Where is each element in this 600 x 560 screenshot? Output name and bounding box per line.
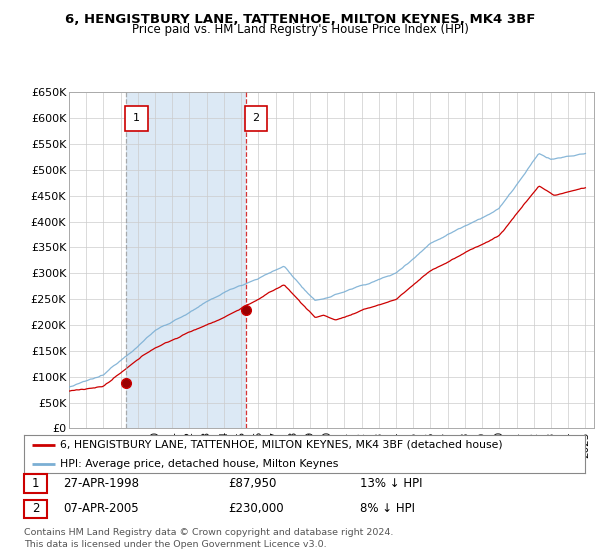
FancyBboxPatch shape [125,106,148,131]
Text: 2: 2 [32,502,39,515]
Text: £230,000: £230,000 [228,502,284,515]
Bar [126,92,246,428]
Text: 13% ↓ HPI: 13% ↓ HPI [360,477,422,490]
Text: 27-APR-1998: 27-APR-1998 [63,477,139,490]
Text: 6, HENGISTBURY LANE, TATTENHOE, MILTON KEYNES, MK4 3BF: 6, HENGISTBURY LANE, TATTENHOE, MILTON K… [65,13,535,26]
Text: Contains HM Land Registry data © Crown copyright and database right 2024.
This d: Contains HM Land Registry data © Crown c… [24,528,394,549]
Text: 6, HENGISTBURY LANE, TATTENHOE, MILTON KEYNES, MK4 3BF (detached house): 6, HENGISTBURY LANE, TATTENHOE, MILTON K… [61,440,503,450]
Text: HPI: Average price, detached house, Milton Keynes: HPI: Average price, detached house, Milt… [61,459,339,469]
Text: 1: 1 [133,114,140,123]
FancyBboxPatch shape [245,106,267,131]
Text: 2: 2 [253,114,260,123]
Text: 1: 1 [32,477,39,490]
Text: 07-APR-2005: 07-APR-2005 [63,502,139,515]
Text: £87,950: £87,950 [228,477,277,490]
Text: Price paid vs. HM Land Registry's House Price Index (HPI): Price paid vs. HM Land Registry's House … [131,22,469,36]
Text: 8% ↓ HPI: 8% ↓ HPI [360,502,415,515]
